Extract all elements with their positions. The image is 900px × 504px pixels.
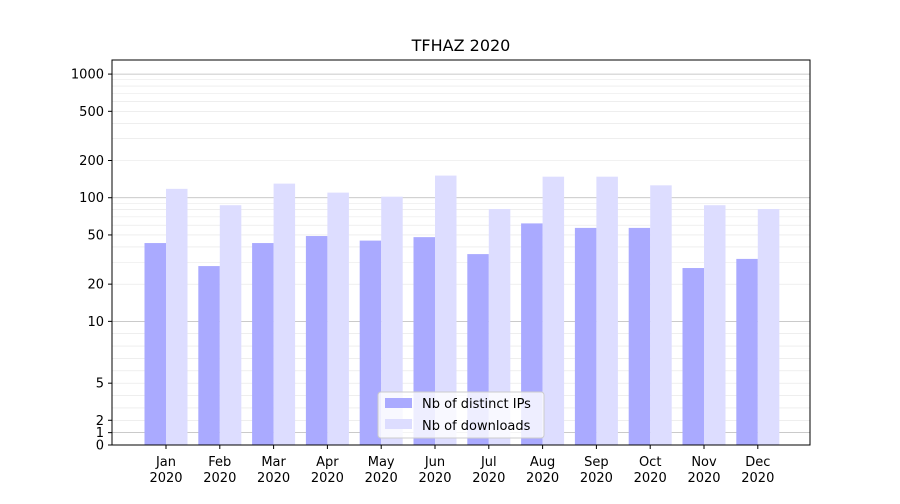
bar-distinct-ips-feb — [198, 266, 220, 445]
y-tick-label: 1 — [96, 426, 104, 441]
y-tick-label: 50 — [87, 228, 104, 243]
legend-box — [377, 391, 545, 439]
x-tick-label-year: 2020 — [418, 471, 451, 486]
bar-distinct-ips-apr — [305, 236, 328, 445]
x-tick-label-year: 2020 — [149, 471, 182, 486]
y-tick-label: 10 — [87, 315, 104, 330]
x-tick-label-month: Jun — [424, 455, 445, 470]
x-tick-label-month: Aug — [530, 455, 555, 470]
chart-title: TFHAZ 2020 — [411, 36, 511, 55]
bar-downloads-mar — [273, 183, 296, 445]
bar-downloads-aug — [542, 176, 565, 446]
x-tick-label-month: Dec — [745, 455, 770, 470]
bar-distinct-ips-aug — [521, 223, 543, 445]
x-tick-label-year: 2020 — [580, 471, 613, 486]
bar-distinct-ips-oct — [628, 227, 651, 445]
y-tick-label: 200 — [79, 154, 104, 169]
x-tick-label-year: 2020 — [741, 471, 774, 486]
bar-distinct-ips-nov — [682, 268, 704, 445]
x-tick-label-year: 2020 — [257, 471, 290, 486]
y-tick-label: 2 — [96, 414, 104, 429]
bar-distinct-ips-sep — [574, 227, 597, 445]
bar-downloads-oct — [650, 185, 672, 445]
x-tick-label-year: 2020 — [365, 471, 398, 486]
x-tick-label-month: Jan — [155, 455, 176, 470]
y-tick-label: 500 — [79, 105, 104, 120]
x-tick-label-year: 2020 — [687, 471, 720, 486]
x-tick-label-month: Apr — [316, 455, 339, 470]
bar-downloads-apr — [327, 192, 349, 445]
x-tick-label-year: 2020 — [472, 471, 505, 486]
x-tick-label-month: Oct — [639, 455, 661, 470]
y-tick-label: 20 — [87, 278, 104, 293]
bar-distinct-ips-mar — [252, 243, 274, 445]
plot-frame — [111, 59, 811, 446]
legend-label-distinct-ips: Nb of distinct IPs — [422, 397, 531, 412]
bar-downloads-jan — [166, 188, 188, 445]
bar-downloads-feb — [219, 205, 242, 445]
x-tick-label-month: Nov — [691, 455, 717, 470]
x-tick-label-year: 2020 — [203, 471, 236, 486]
bar-downloads-dec — [757, 209, 780, 445]
x-tick-label-year: 2020 — [311, 471, 344, 486]
x-tick-label-month: May — [368, 455, 395, 470]
x-tick-label-month: Mar — [261, 455, 286, 470]
y-tick-label: 1000 — [71, 68, 104, 83]
y-tick-label: 5 — [96, 377, 104, 392]
bar-downloads-jun — [435, 175, 457, 445]
x-tick-label-month: Jul — [480, 455, 497, 470]
legend: Nb of distinct IPs Nb of downloads — [377, 391, 545, 439]
bar-distinct-ips-jan — [144, 243, 166, 445]
bar-downloads-nov — [704, 205, 726, 445]
y-tick-label: 100 — [79, 191, 104, 206]
y-tick-label: 0 — [96, 439, 104, 454]
x-tick-label-year: 2020 — [634, 471, 667, 486]
x-axis: Jan2020Feb2020Mar2020Apr2020May2020Jun20… — [149, 445, 774, 486]
legend-label-downloads: Nb of downloads — [422, 419, 531, 434]
bar-downloads-jul — [488, 209, 511, 445]
x-tick-label-month: Sep — [584, 455, 609, 470]
legend-swatch-downloads — [385, 419, 412, 429]
x-tick-label-year: 2020 — [526, 471, 559, 486]
bar-downloads-may — [381, 196, 403, 445]
bar-downloads-sep — [596, 176, 618, 446]
legend-swatch-distinct-ips — [385, 398, 412, 408]
y-axis: 012 5 10 20 50 100 200 500 1000 — [71, 68, 112, 454]
bar-distinct-ips-may — [359, 240, 382, 445]
x-tick-label-month: Feb — [208, 455, 231, 470]
bar-distinct-ips-dec — [736, 258, 758, 445]
